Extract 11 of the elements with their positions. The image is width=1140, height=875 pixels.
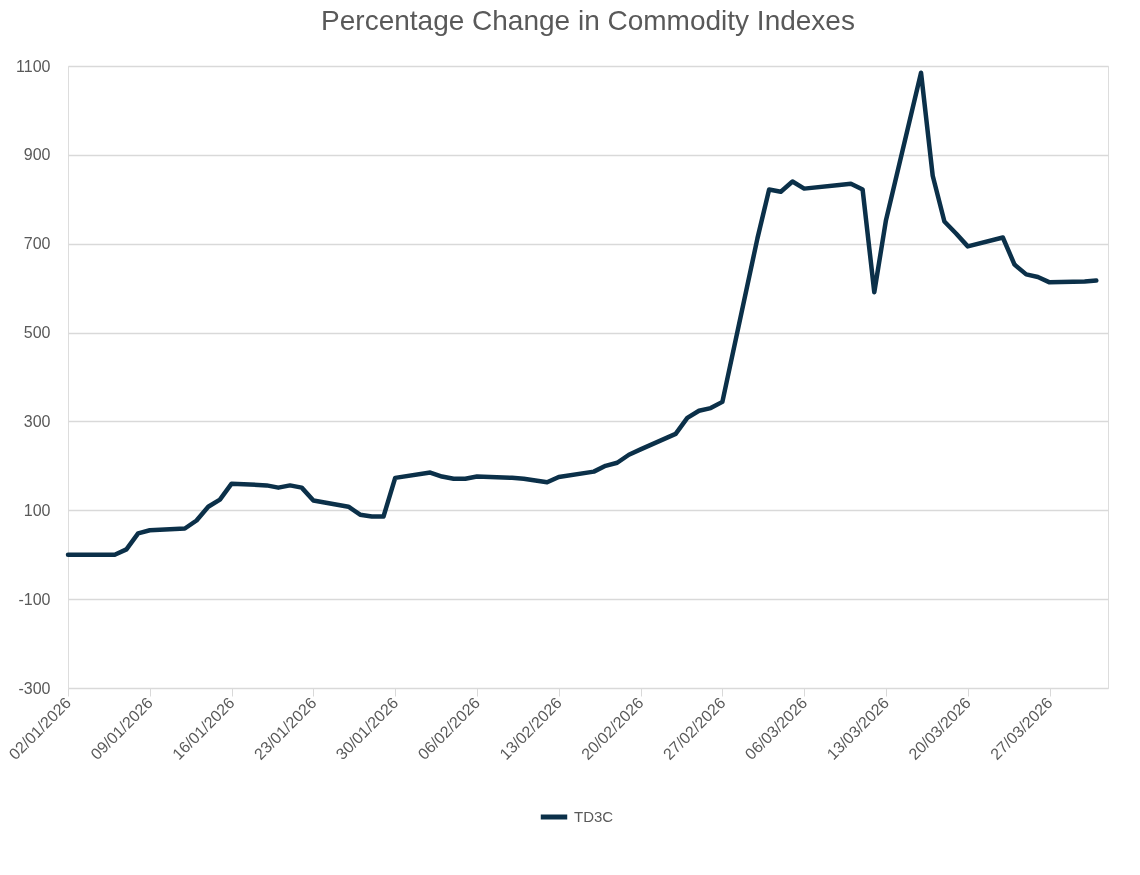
legend-label: TD3C	[574, 808, 614, 825]
y-tick-label: 1100	[16, 57, 51, 75]
y-tick-label: -300	[18, 679, 51, 697]
y-tick-label: 500	[23, 324, 51, 342]
line-series	[65, 70, 1099, 557]
chart-title: Percentage Change in Commodity Indexes	[321, 5, 855, 36]
y-tick-label: 100	[23, 501, 51, 519]
y-tick-label: 900	[23, 146, 51, 164]
y-tick-label: 700	[23, 235, 51, 253]
y-tick-label: -100	[18, 590, 51, 608]
y-tick-label: 300	[23, 412, 51, 430]
